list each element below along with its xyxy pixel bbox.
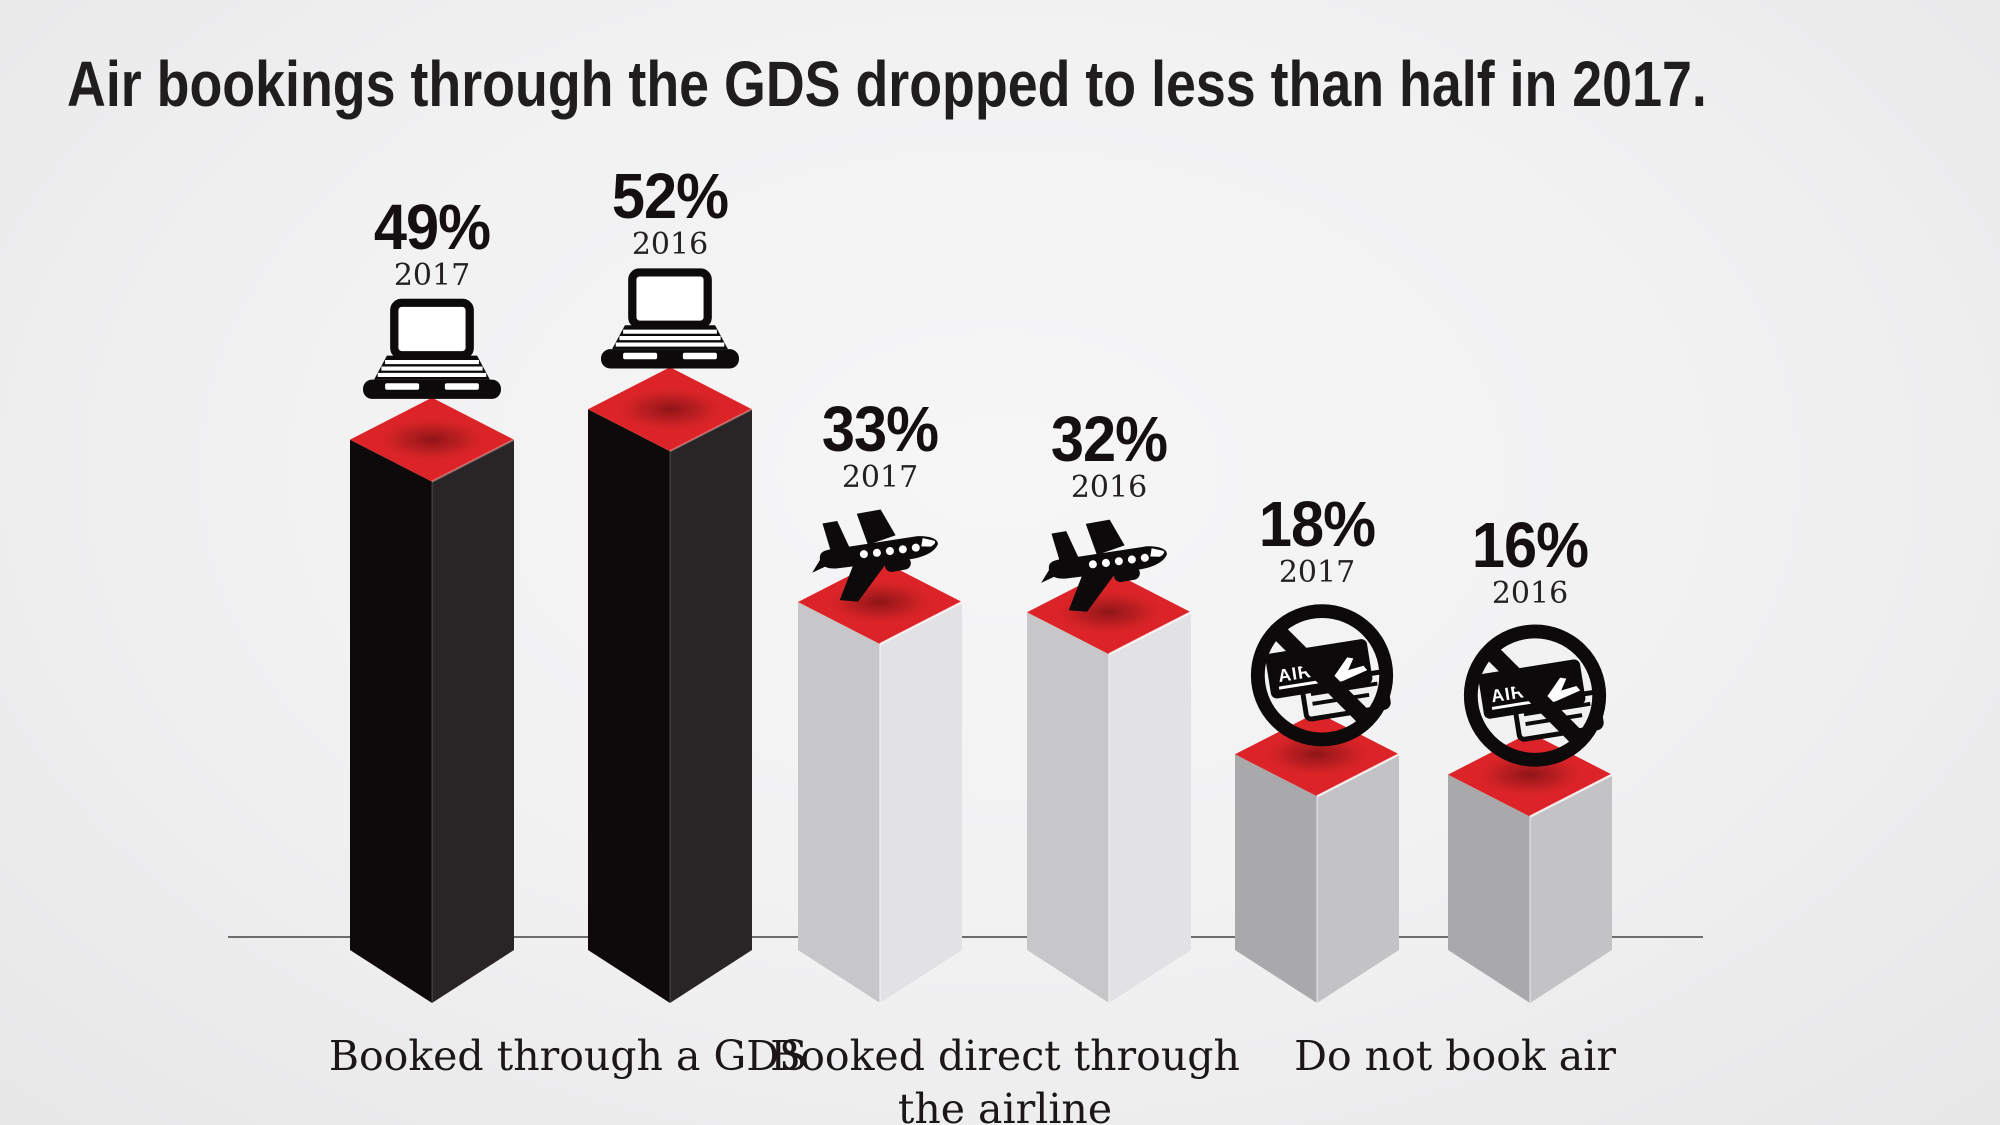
bar-year-label: 2016 [1070, 470, 1148, 506]
group-label: Do not book air [1294, 1032, 1616, 1080]
bar-top-shadow [1470, 750, 1590, 799]
bar-value-label: 16% [1471, 508, 1589, 581]
bar-year-label: 2017 [393, 257, 471, 293]
bar-right-face [670, 409, 752, 1003]
chart-title: Air bookings through the GDS dropped to … [67, 48, 1707, 120]
bar-column-2017-33% [798, 560, 963, 1003]
laptop-icon [601, 272, 739, 368]
bar-left-face [798, 602, 880, 1003]
bar-column-2017-18% [1235, 712, 1400, 1003]
bar-bevel [669, 408, 753, 453]
bar-top-shadow [1257, 730, 1377, 779]
bar-right-face [1109, 612, 1191, 1003]
bar-value-label: 33% [821, 393, 939, 466]
group-label: Booked direct through the airline [770, 1032, 1240, 1125]
bar-right-face [432, 439, 514, 1003]
bar-year-label: 2017 [841, 460, 919, 496]
bar-left-face [1027, 612, 1109, 1003]
bar-left-face [1235, 754, 1317, 1003]
bar-value-label: 18% [1258, 488, 1376, 561]
bar-bevel [1108, 611, 1192, 656]
bar-bevel [879, 601, 963, 646]
bar-top-shadow [820, 578, 940, 627]
bar-column-2017-49% [350, 397, 515, 1003]
bar-top-shadow [610, 385, 730, 434]
laptop-icon [363, 303, 501, 399]
bar-year-label: 2016 [1491, 575, 1569, 611]
bar-column-2016-32% [1027, 570, 1192, 1003]
bar-column-2016-52% [588, 367, 753, 1003]
bar-value-label: 32% [1050, 403, 1168, 476]
bar-left-face [1448, 774, 1530, 1003]
bar-value-label: 52% [611, 160, 729, 233]
bar-right-face [1317, 754, 1399, 1003]
bar-right-face [1530, 774, 1612, 1003]
bar-year-label: 2017 [1278, 555, 1356, 591]
bar-left-face [350, 439, 432, 1003]
bar-top-shadow [1049, 588, 1169, 637]
bar-right-face [880, 602, 962, 1003]
bar-left-face [588, 409, 670, 1003]
bar-value-label: 49% [373, 190, 491, 263]
group-label: Booked through a GDS [328, 1032, 808, 1080]
bar-column-2016-16% [1448, 732, 1613, 1003]
bar-bevel [431, 438, 515, 483]
bar-year-label: 2016 [631, 227, 709, 263]
bar-top-shadow [372, 415, 492, 464]
bar-bevel [1316, 753, 1400, 798]
bar-bevel [1529, 773, 1613, 818]
